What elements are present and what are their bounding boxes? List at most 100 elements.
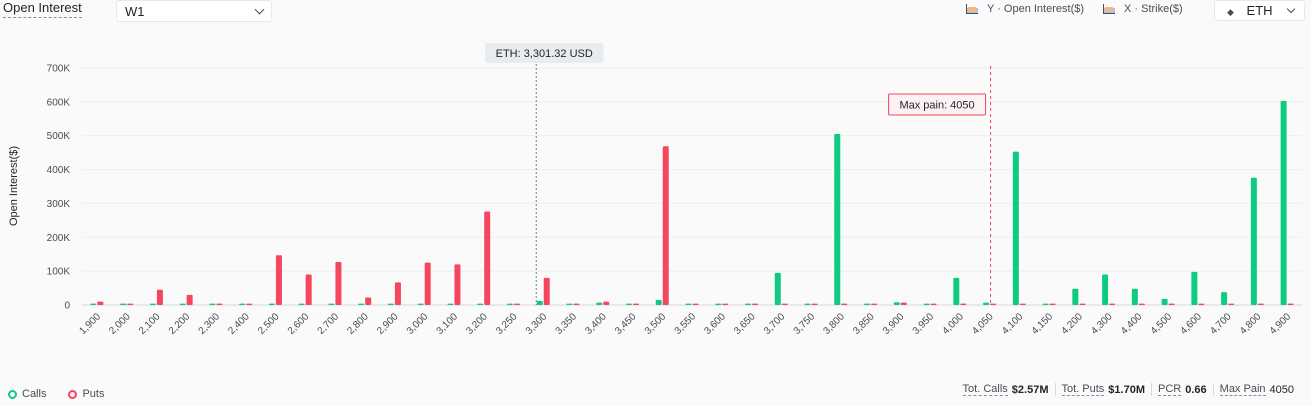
call-bar [566,303,573,305]
put-bar [1257,303,1264,305]
put-bar [365,297,372,305]
y-tick-label: 200K [47,233,71,244]
call-bar [447,303,454,305]
put-bar [781,303,788,305]
put-bar [1287,303,1294,305]
x-tick-label: 3,950 [911,311,937,337]
put-bar [305,274,312,305]
put-bar [662,146,669,305]
put-bar [722,303,729,305]
call-bar [1072,288,1079,305]
x-tick-label: 3,400 [583,311,609,337]
x-tick-label: 3,600 [702,311,728,337]
period-select[interactable]: W1 [116,0,272,22]
put-bar [1228,303,1235,305]
put-bar [900,302,907,305]
call-bar [1161,298,1168,305]
put-bar [394,282,401,305]
x-axis-toggle[interactable]: X · Strike($) [1103,3,1183,15]
x-tick-label: 3,450 [613,311,639,337]
stat-label: Max Pain [1219,383,1266,396]
area-chart-icon [1103,4,1115,14]
call-bar [1191,271,1198,305]
put-bar [186,294,193,305]
open-interest-chart: 0 100K 200K 300K 400K 500K 600K 700K Open Intere… [8,43,1302,337]
call-bar [328,303,335,305]
stat-value: 0.66 [1185,383,1207,396]
call-bar [596,302,603,305]
x-tick-label: 2,400 [226,311,252,337]
call-bar [774,272,781,305]
y-axis-toggle-label: Y · Open Interest($) [987,3,1085,15]
put-bar [752,303,759,305]
x-tick-label: 2,600 [286,311,312,337]
calls-dot-icon [8,389,17,399]
x-axis-toggle-label: X · Strike($) [1124,3,1183,15]
asset-value: ETH [1246,3,1273,18]
x-tick-label: 3,700 [762,311,788,337]
put-bar [246,303,253,305]
put-bar [841,303,848,305]
x-tick-label: 3,650 [732,311,758,337]
x-tick-label: 3,250 [494,311,520,337]
stat-total-puts: Tot. Puts $1.70M [1054,383,1152,396]
call-bar [745,303,752,305]
x-tick-label: 4,500 [1149,311,1175,337]
put-bar [603,301,610,305]
put-bar [335,262,342,305]
underlying-price-box [485,43,604,63]
call-bar [298,303,305,305]
x-tick-label: 3,300 [524,311,550,337]
x-tick-label: 2,500 [256,311,282,337]
call-bar [358,303,365,305]
put-bar [573,303,580,305]
legend-item-puts[interactable]: Puts [68,388,104,400]
call-bar [864,303,871,305]
call-bar [209,303,216,305]
put-bar [424,262,431,305]
y-axis-title: Open Interest($) [8,146,20,226]
put-bar [484,211,491,305]
call-bar [417,303,424,305]
max-pain-box [888,93,987,116]
period-value: W1 [125,4,145,19]
x-tick-label: 3,900 [881,311,907,337]
x-tick-label: 3,750 [792,311,818,337]
legend-item-calls[interactable]: Calls [8,388,46,400]
call-bar [834,134,841,305]
x-tick-label: 2,900 [375,311,401,337]
max-pain-label: Max pain: 4050 [899,100,974,112]
x-tick-label: 2,300 [197,311,223,337]
put-bar [454,264,461,305]
x-tick-label: 3,000 [405,311,431,337]
y-axis-toggle[interactable]: Y · Open Interest($) [966,3,1084,15]
x-tick-label: 3,850 [851,311,877,337]
call-bar [268,303,275,305]
call-bar [179,303,186,305]
put-bar [127,303,134,305]
stat-value: $1.70M [1108,383,1145,396]
put-bar [1198,303,1205,305]
stat-total-calls: Tot. Calls $2.57M [957,383,1055,396]
stats-bar: Tot. Calls $2.57M Tot. Puts $1.70M PCR 0… [957,383,1300,396]
y-tick-label: 700K [47,64,71,75]
put-bar [930,303,937,305]
call-bar [536,300,543,305]
call-bar [625,303,632,305]
put-bar [1168,303,1175,305]
call-bar [1131,288,1138,305]
call-bar [1012,151,1019,305]
asset-select[interactable]: ◆ ETH [1214,0,1305,21]
put-bar [990,303,997,305]
x-tick-label: 4,800 [1238,311,1264,337]
put-bar [692,303,699,305]
call-bar [90,303,97,305]
x-tick-label: 4,400 [1119,311,1145,337]
top-bar: Open Interest W1 Y · Open Interest($) X … [0,0,1311,22]
x-tick-label: 4,050 [970,311,996,337]
x-tick-label: 1,900 [78,311,104,337]
call-bar [715,303,722,305]
x-tick-label: 4,100 [1000,311,1026,337]
area-chart-icon [966,4,978,14]
y-tick-label: 600K [47,97,71,108]
